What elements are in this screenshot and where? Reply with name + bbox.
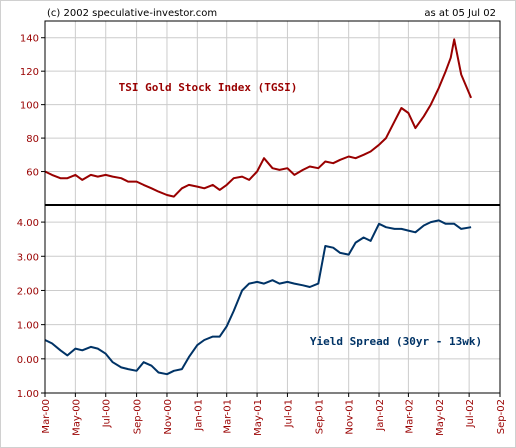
top-y-axis-ticks: 60 80 100 120 140 xyxy=(20,34,45,179)
x-tick-label: Jul-00 xyxy=(102,399,113,428)
x-tick-label: Mar-02 xyxy=(404,399,415,434)
x-tick-label: May-02 xyxy=(435,399,446,436)
top-series-line xyxy=(44,38,473,198)
bottom-panel-series xyxy=(44,219,472,376)
bottom-y-tick-label: 3.00 xyxy=(17,252,39,263)
top-y-tick-label: 60 xyxy=(26,168,39,179)
x-tick-label: Sep-00 xyxy=(133,399,144,434)
x-tick-label: Jul-02 xyxy=(465,399,476,428)
copyright-text: (c) 2002 speculative-investor.com xyxy=(47,8,217,19)
asof-text: as at 05 Jul 02 xyxy=(424,8,496,19)
x-tick-label: Sep-01 xyxy=(314,399,325,434)
x-tick-label: Jan-01 xyxy=(193,399,204,432)
x-axis-ticks: Mar-00 May-00 Jul-00 Sep-00 Nov-00 Jan-01 Mar-… xyxy=(41,393,507,436)
top-panel-grid xyxy=(45,21,500,205)
x-tick-label: Nov-01 xyxy=(345,399,356,435)
top-y-tick-label: 120 xyxy=(20,67,39,78)
x-tick-label: May-00 xyxy=(71,399,82,436)
top-y-tick-label: 140 xyxy=(20,34,39,45)
x-tick-label: Mar-00 xyxy=(41,399,52,434)
top-series-label: TSI Gold Stock Index (TGSI) xyxy=(119,81,298,94)
bottom-y-tick-label: 0.00 xyxy=(17,355,39,366)
bottom-y-tick-label: 1.00 xyxy=(17,321,39,332)
x-tick-label: Jan-02 xyxy=(375,399,386,432)
bottom-series-line xyxy=(44,219,472,376)
plot-frame xyxy=(44,20,501,394)
top-y-tick-label: 100 xyxy=(20,101,39,112)
x-tick-label: Mar-01 xyxy=(223,399,234,434)
bottom-y-tick-label: 4.00 xyxy=(17,218,39,229)
bottom-series-label: Yield Spread (30yr - 13wk) xyxy=(310,335,482,348)
bottom-y-axis-ticks: 1.00 0.00 1.00 2.00 3.00 4.00 xyxy=(17,218,45,400)
x-tick-label: Nov-00 xyxy=(163,399,174,435)
bottom-panel-grid xyxy=(45,205,500,393)
top-panel-series xyxy=(44,38,473,198)
x-tick-label: Sep-02 xyxy=(496,399,507,434)
bottom-y-tick-label: 1.00 xyxy=(17,389,39,400)
x-tick-label: Jul-01 xyxy=(283,399,294,428)
x-tick-label: May-01 xyxy=(253,399,264,436)
bottom-y-tick-label: 2.00 xyxy=(17,286,39,297)
top-y-tick-label: 80 xyxy=(26,134,39,145)
